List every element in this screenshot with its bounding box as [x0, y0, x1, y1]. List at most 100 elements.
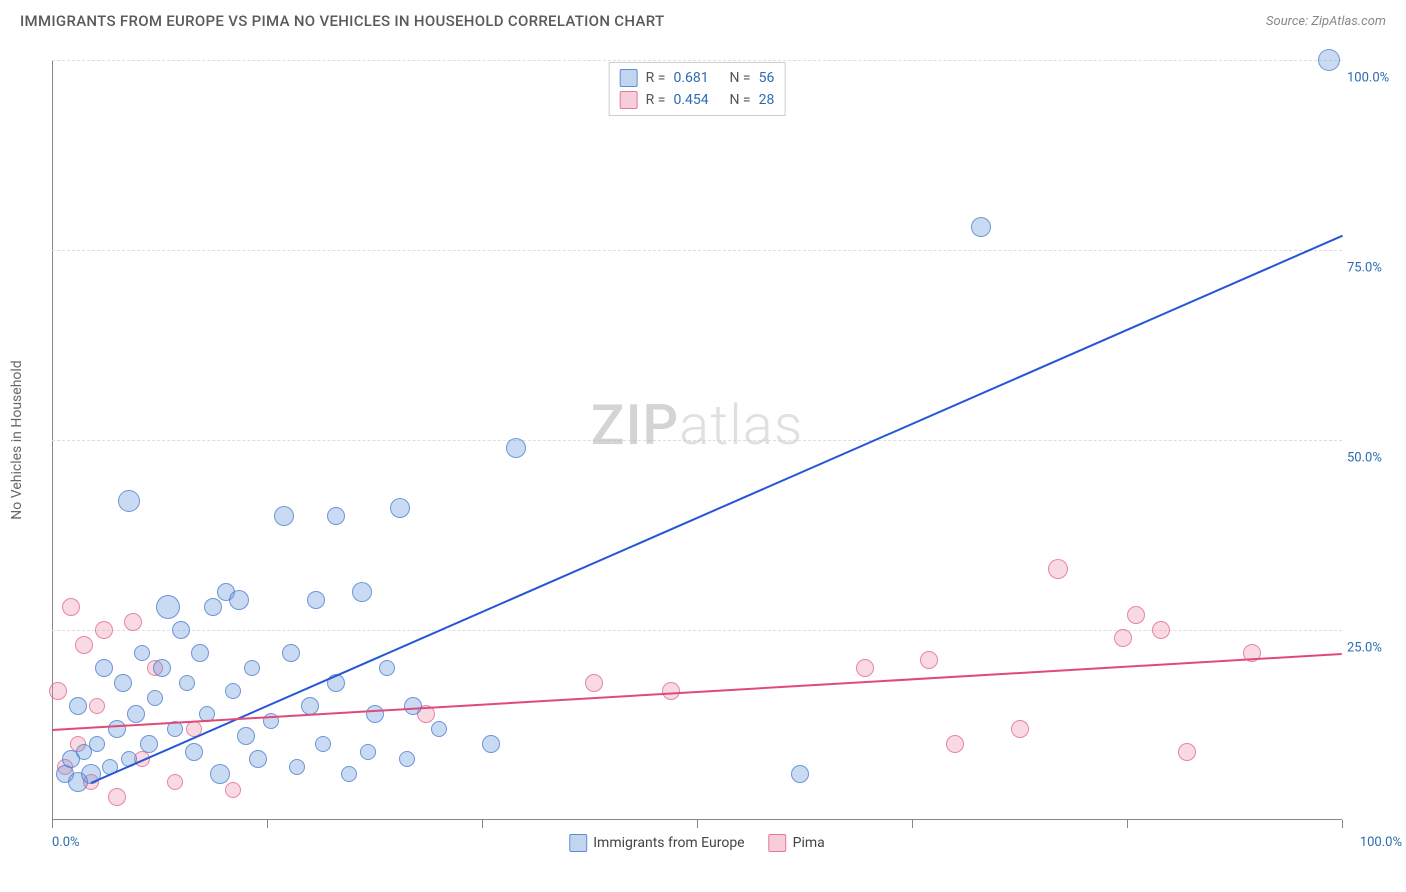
scatter-point-pink: [95, 621, 113, 639]
x-tick: [912, 820, 913, 828]
scatter-point-blue: [95, 659, 113, 677]
scatter-point-pink: [920, 651, 938, 669]
scatter-point-pink: [167, 774, 183, 790]
scatter-point-blue: [289, 759, 305, 775]
legend-row-blue: R = 0.681 N = 56: [620, 67, 775, 89]
scatter-point-pink: [108, 788, 126, 806]
legend-r-label: R =: [646, 70, 666, 86]
scatter-point-blue: [204, 598, 222, 616]
scatter-point-pink: [856, 659, 874, 677]
scatter-point-blue: [156, 595, 180, 619]
scatter-point-blue: [185, 743, 203, 761]
legend-r-value-pink: 0.454: [673, 92, 721, 108]
scatter-point-blue: [404, 697, 422, 715]
scatter-point-blue: [249, 750, 267, 768]
scatter-point-blue: [229, 590, 249, 610]
legend-swatch-pink-icon: [769, 834, 787, 852]
legend-row-pink: R = 0.454 N = 28: [620, 89, 775, 111]
scatter-point-blue: [431, 721, 447, 737]
legend-swatch-pink: [620, 91, 638, 109]
legend-r-value-blue: 0.681: [673, 70, 721, 86]
scatter-point-blue: [237, 727, 255, 745]
x-tick: [482, 820, 483, 828]
grid-line: [52, 630, 1342, 631]
grid-line: [52, 60, 1342, 61]
scatter-point-blue: [315, 736, 331, 752]
scatter-point-blue: [352, 582, 372, 602]
legend-n-label: N =: [729, 70, 750, 86]
scatter-point-pink: [1127, 606, 1145, 624]
scatter-point-blue: [366, 705, 384, 723]
scatter-point-blue: [210, 764, 230, 784]
scatter-point-pink: [1152, 621, 1170, 639]
legend-item-blue: Immigrants from Europe: [569, 834, 744, 852]
scatter-point-pink: [49, 682, 67, 700]
x-axis-max-label: 100.0%: [1360, 835, 1402, 850]
scatter-point-pink: [1114, 629, 1132, 647]
grid-line: [52, 250, 1342, 251]
scatter-point-blue: [225, 683, 241, 699]
y-tick-label: 50.0%: [1347, 451, 1402, 466]
scatter-point-blue: [89, 736, 105, 752]
scatter-point-pink: [62, 598, 80, 616]
scatter-point-pink: [1011, 720, 1029, 738]
scatter-point-blue: [360, 744, 376, 760]
legend-swatch-blue-icon: [569, 834, 587, 852]
x-tick: [1342, 820, 1343, 828]
scatter-point-blue: [390, 498, 410, 518]
legend-n-value-blue: 56: [759, 70, 775, 86]
scatter-point-pink: [946, 735, 964, 753]
scatter-point-blue: [140, 735, 158, 753]
legend-r-label: R =: [646, 92, 666, 108]
scatter-point-blue: [482, 735, 500, 753]
legend-item-pink: Pima: [769, 834, 825, 852]
y-tick-label: 25.0%: [1347, 641, 1402, 656]
x-tick: [267, 820, 268, 828]
scatter-point-blue: [274, 506, 294, 526]
scatter-point-pink: [1048, 559, 1068, 579]
x-tick: [52, 820, 53, 828]
x-tick: [1127, 820, 1128, 828]
source-attribution: Source: ZipAtlas.com: [1266, 14, 1386, 29]
scatter-point-pink: [89, 698, 105, 714]
scatter-point-blue: [1318, 49, 1340, 71]
legend-label-blue: Immigrants from Europe: [593, 835, 744, 851]
scatter-point-blue: [341, 766, 357, 782]
watermark: ZIPatlas: [591, 392, 803, 458]
scatter-point-pink: [585, 674, 603, 692]
scatter-point-blue: [282, 644, 300, 662]
y-tick-label: 100.0%: [1347, 71, 1402, 86]
scatter-point-pink: [124, 613, 142, 631]
scatter-point-blue: [172, 621, 190, 639]
x-axis-min-label: 0.0%: [52, 835, 80, 850]
scatter-point-blue: [179, 675, 195, 691]
scatter-point-pink: [75, 636, 93, 654]
legend-n-value-pink: 28: [759, 92, 775, 108]
scatter-point-pink: [662, 682, 680, 700]
scatter-point-blue: [114, 674, 132, 692]
scatter-point-blue: [134, 645, 150, 661]
scatter-point-blue: [327, 507, 345, 525]
scatter-point-blue: [971, 217, 991, 237]
chart-title: IMMIGRANTS FROM EUROPE VS PIMA NO VEHICL…: [20, 12, 664, 30]
scatter-point-blue: [147, 690, 163, 706]
x-tick: [697, 820, 698, 828]
scatter-point-blue: [506, 438, 526, 458]
scatter-point-blue: [118, 490, 140, 512]
legend-n-label: N =: [729, 92, 750, 108]
legend-swatch-blue: [620, 69, 638, 87]
scatter-point-blue: [307, 591, 325, 609]
legend-series: Immigrants from Europe Pima: [569, 834, 825, 852]
scatter-point-blue: [379, 660, 395, 676]
scatter-point-blue: [301, 697, 319, 715]
scatter-point-blue: [127, 705, 145, 723]
y-axis-title: No Vehicles in Household: [9, 360, 25, 519]
scatter-point-pink: [225, 782, 241, 798]
scatter-point-blue: [108, 720, 126, 738]
grid-line: [52, 440, 1342, 441]
scatter-point-pink: [1178, 743, 1196, 761]
scatter-point-blue: [791, 765, 809, 783]
legend-correlation: R = 0.681 N = 56 R = 0.454 N = 28: [609, 62, 786, 116]
scatter-point-blue: [244, 660, 260, 676]
chart-area: No Vehicles in Household 25.0%50.0%75.0%…: [52, 60, 1342, 820]
